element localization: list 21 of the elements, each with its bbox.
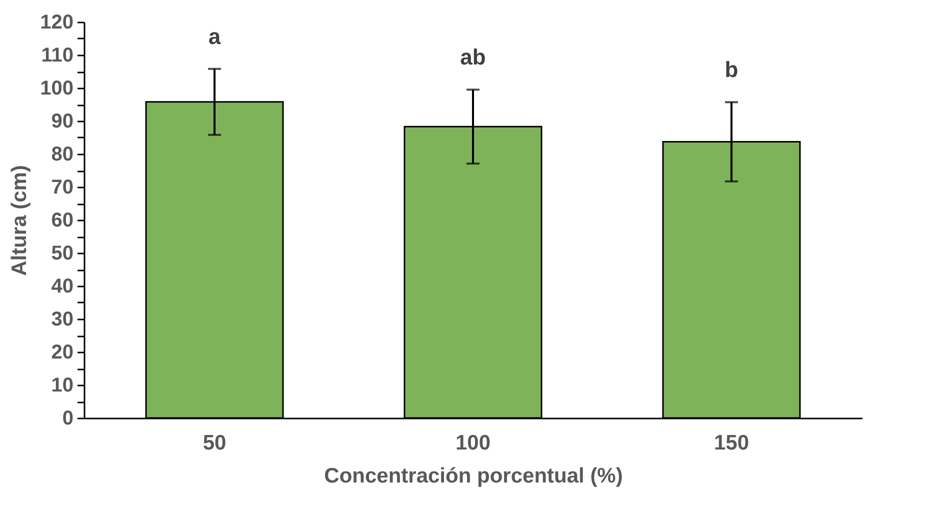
x-tick-label: 50 [202, 432, 226, 454]
annotation: a [208, 24, 222, 49]
x-tick-label: 150 [714, 432, 749, 454]
y-tick-label: 60 [51, 210, 74, 232]
y-tick-label: 10 [51, 374, 74, 396]
y-tick-label: 20 [51, 342, 74, 364]
x-tick-label: 100 [455, 432, 491, 454]
x-axis-title: Concentración porcentual (%) [324, 464, 623, 488]
y-tick-label: 70 [51, 176, 74, 198]
y-tick-label: 120 [40, 12, 74, 34]
y-tick-label: 80 [51, 144, 74, 166]
y-axis-title: Altura (cm) [8, 165, 32, 276]
y-tick-label: 30 [51, 308, 74, 330]
y-tick-label: 100 [40, 78, 74, 100]
y-tick-label: 0 [62, 408, 74, 430]
y-tick-label: 50 [51, 242, 74, 264]
y-tick-label: 40 [51, 276, 74, 298]
annotation: b [724, 57, 738, 82]
annotation: ab [460, 44, 486, 70]
y-tick-label: 110 [41, 44, 74, 66]
y-tick-label: 90 [51, 110, 74, 132]
